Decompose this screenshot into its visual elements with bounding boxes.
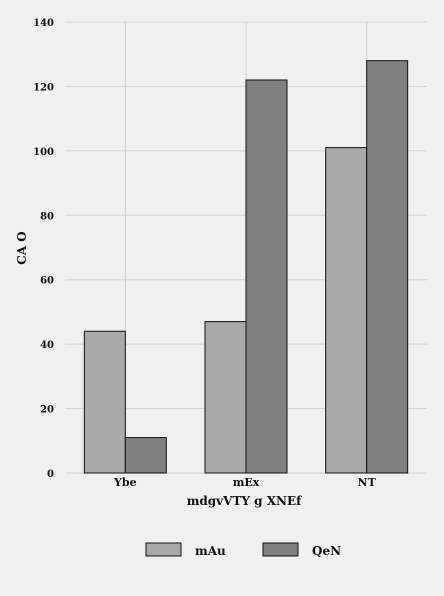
y-tick-label: 60 — [40, 276, 54, 287]
x-tick-label: NT — [358, 476, 377, 489]
x-tick-labels: Ybe mEx NT — [113, 476, 377, 489]
x-tick-label: Ybe — [113, 476, 137, 489]
bar-QeN-mEx — [245, 79, 288, 474]
y-tick-label: 140 — [33, 18, 54, 29]
legend: mAu QeN — [145, 542, 341, 558]
y-tick-label: 20 — [40, 405, 54, 416]
y-tick-label: 100 — [33, 147, 54, 158]
legend-label-mAu: mAu — [195, 544, 226, 558]
y-tick-labels: 0 20 40 60 80 100 120 140 — [33, 18, 54, 480]
bar-mAu-NT — [325, 147, 368, 474]
y-tick-label: 120 — [33, 82, 54, 93]
legend-label-QeN: QeN — [312, 544, 341, 558]
bar-QeN-Ybe — [124, 437, 167, 474]
x-tick-label: mEx — [233, 476, 260, 489]
y-tick-label: 80 — [40, 211, 54, 222]
y-tick-label: 0 — [47, 469, 54, 480]
y-tick-label: 40 — [40, 340, 54, 351]
legend-swatch-QeN — [262, 542, 299, 557]
bars — [83, 60, 409, 474]
y-axis-label: CA O — [15, 231, 29, 265]
legend-swatch-mAu — [145, 542, 182, 557]
bar-mAu-Ybe — [83, 330, 126, 474]
x-axis-label: mdgvVTY g XNEf — [187, 494, 302, 508]
bar-QeN-NT — [366, 60, 409, 474]
bar-mAu-mEx — [204, 321, 247, 474]
